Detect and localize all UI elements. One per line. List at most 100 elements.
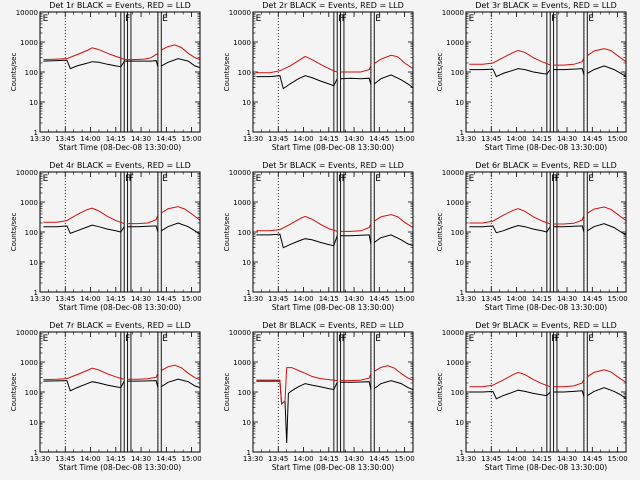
lld-series-line — [43, 367, 125, 381]
x-tick-label: 14:30 — [557, 295, 577, 303]
plot-frame — [465, 11, 627, 133]
y-axis-label: Counts/sec — [10, 373, 18, 412]
y-tick-label: 100 — [451, 229, 464, 237]
lld-series-line — [553, 378, 585, 388]
x-tick-label: 14:00 — [80, 455, 100, 463]
x-tick-label: 13:45 — [268, 455, 288, 463]
x-tick-label: 14:30 — [344, 135, 364, 143]
event-letter: F — [551, 174, 556, 184]
event-letter: E — [375, 174, 381, 184]
events-series-line — [587, 223, 627, 236]
events-series-line — [374, 234, 414, 247]
event-box — [127, 11, 132, 133]
y-tick-label: 10 — [29, 419, 38, 427]
x-axis-label: Start Time (08-Dec-08 13:30:00) — [485, 143, 607, 152]
y-axis-label: Counts/sec — [436, 373, 444, 412]
y-tick-label: 10 — [455, 419, 464, 427]
x-tick-label: 15:00 — [607, 455, 627, 463]
x-tick-label: 13:45 — [481, 135, 501, 143]
events-series-line — [340, 77, 372, 85]
event-letter: F — [125, 14, 130, 24]
event-box — [157, 331, 162, 453]
lld-series-line — [469, 49, 551, 66]
x-axis-label: Start Time (08-Dec-08 13:30:00) — [59, 143, 181, 152]
lld-series-line — [256, 55, 338, 74]
x-tick-label: 14:45 — [582, 295, 602, 303]
plot-frame — [252, 171, 414, 293]
y-tick-label: 10000 — [16, 9, 38, 17]
y-tick-label: 100 — [25, 389, 38, 397]
x-tick-label: 14:15 — [319, 135, 339, 143]
x-tick-label: 13:45 — [55, 455, 75, 463]
y-tick-label: 10 — [29, 259, 38, 267]
event-letter: F — [338, 14, 343, 24]
events-series-line — [256, 233, 338, 249]
x-axis-label: Start Time (08-Dec-08 13:30:00) — [272, 143, 394, 152]
x-tick-label: 14:45 — [156, 295, 176, 303]
x-tick-label: 14:15 — [319, 295, 339, 303]
x-tick-label: 15:00 — [394, 455, 414, 463]
x-axis-label: Start Time (08-Dec-08 13:30:00) — [59, 303, 181, 312]
x-tick-label: 14:30 — [557, 135, 577, 143]
event-letter: F — [129, 174, 134, 184]
x-tick-label: 15:00 — [394, 295, 414, 303]
event-letter: E — [43, 174, 49, 184]
y-tick-label: 10 — [242, 419, 251, 427]
x-tick-label: 14:45 — [156, 135, 176, 143]
lld-series-line — [340, 223, 372, 232]
events-series-line — [469, 389, 551, 400]
x-tick-label: 14:30 — [557, 455, 577, 463]
x-tick-label: 14:45 — [369, 135, 389, 143]
y-tick-label: 100 — [238, 389, 251, 397]
lld-series-line — [469, 371, 551, 388]
lld-series-line — [374, 54, 414, 70]
y-tick-label: 1000 — [233, 39, 251, 47]
events-series-line — [587, 65, 627, 78]
y-tick-label: 1000 — [20, 199, 38, 207]
x-tick-label: 14:00 — [293, 295, 313, 303]
event-letter: E — [588, 14, 594, 24]
x-tick-label: 14:45 — [582, 135, 602, 143]
events-series-line — [373, 74, 414, 89]
event-letter: F — [342, 334, 347, 344]
y-tick-label: 10000 — [16, 169, 38, 177]
x-tick-label: 15:00 — [181, 295, 201, 303]
y-tick-label: 100 — [238, 69, 251, 77]
x-tick-label: 13:30 — [30, 295, 50, 303]
event-letter: E — [375, 14, 381, 24]
event-letter: E — [162, 14, 168, 24]
y-tick-label: 100 — [238, 229, 251, 237]
panel-title: Det 8r BLACK = Events, RED = LLD — [262, 321, 404, 330]
events-series-line — [469, 224, 551, 234]
y-tick-label: 10000 — [442, 329, 464, 337]
x-tick-label: 14:45 — [369, 295, 389, 303]
event-box — [370, 171, 375, 293]
y-tick-label: 1000 — [20, 359, 38, 367]
event-letter: F — [551, 334, 556, 344]
x-tick-label: 15:00 — [607, 295, 627, 303]
event-letter: E — [256, 14, 262, 24]
lld-series-line — [553, 57, 585, 66]
x-tick-label: 14:45 — [369, 455, 389, 463]
lld-series-line — [587, 369, 627, 383]
events-series-line — [127, 225, 159, 233]
event-letter: E — [469, 334, 475, 344]
y-tick-label: 1 — [247, 289, 251, 297]
x-tick-label: 14:15 — [532, 135, 552, 143]
panel-title: Det 2r BLACK = Events, RED = LLD — [262, 1, 404, 10]
lld-series-line — [127, 214, 159, 225]
events-series-line — [161, 222, 201, 235]
x-tick-label: 13:30 — [243, 295, 263, 303]
panel-title: Det 4r BLACK = Events, RED = LLD — [49, 161, 191, 170]
y-tick-label: 10000 — [16, 329, 38, 337]
y-axis-label: Counts/sec — [223, 373, 231, 412]
lld-series-line — [43, 47, 125, 61]
plot-frame — [39, 11, 201, 133]
y-tick-label: 1 — [460, 129, 464, 137]
y-tick-label: 100 — [25, 69, 38, 77]
event-box — [127, 331, 132, 453]
